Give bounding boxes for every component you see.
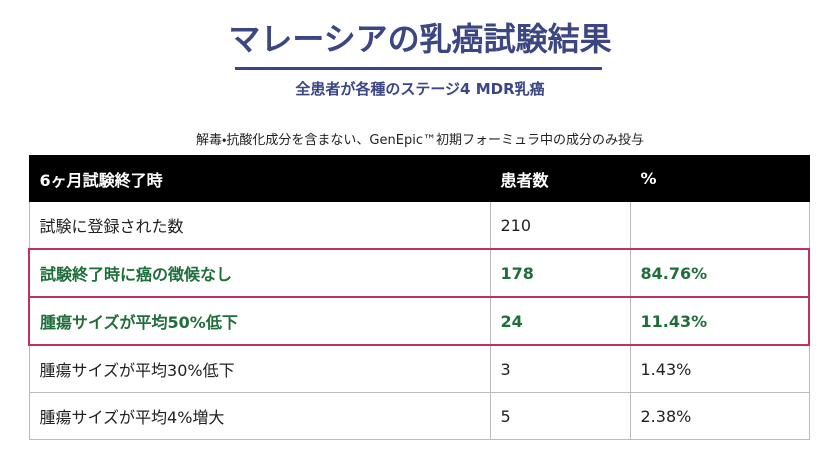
note: 解毒・抗酸化成分を含まない、GenEpic™初期フォーミュラ中の成分のみ投与 — [196, 133, 644, 148]
subtitle: 全患者が各種のステージ4 MDR乳癌 — [295, 80, 545, 98]
table-cell: 試験に登録された数 — [28, 201, 491, 250]
table-body: 試験に登録された数 210 試験終了時に癌の徴候なし 178 84.76% 腫瘍サイズが平… — [28, 201, 810, 440]
column-header: % — [629, 155, 810, 202]
table-row: 腫瘍サイズが平均50%低下 24 11.43% — [28, 296, 810, 346]
table-cell: 210 — [489, 201, 631, 250]
table-cell: 84.76% — [629, 248, 810, 298]
title-underline — [235, 67, 602, 70]
table-cell — [629, 201, 810, 250]
results-table: 6ヶ月試験終了時 患者数% 試験に登録された数 210 試験終了時に癌の徴候なし 178… — [28, 155, 810, 440]
table-cell: 試験終了時に癌の徴候なし — [28, 248, 491, 298]
table-row: 腫瘍サイズが平均4%増大 5 2.38% — [28, 392, 810, 440]
table-cell: 3 — [489, 344, 631, 393]
table-cell: 5 — [489, 392, 631, 440]
table-row: 試験に登録された数 210 — [28, 201, 810, 250]
column-header: 患者数 — [489, 155, 631, 202]
table-cell: 腫瘍サイズが平均4%増大 — [28, 392, 491, 440]
table-cell: 24 — [489, 296, 631, 346]
table-cell: 腫瘍サイズが平均30%低下 — [28, 344, 491, 393]
column-header: 6ヶ月試験終了時 — [28, 155, 491, 202]
header-row: 6ヶ月試験終了時 患者数% — [28, 155, 810, 202]
table-cell: 1.43% — [629, 344, 810, 393]
table-head: 6ヶ月試験終了時 患者数% — [28, 155, 810, 202]
title: マレーシアの乳癌試験結果 — [228, 20, 612, 58]
table-cell: 腫瘍サイズが平均50%低下 — [28, 296, 491, 346]
table-row: 試験終了時に癌の徴候なし 178 84.76% — [28, 248, 810, 298]
table-cell: 178 — [489, 248, 631, 298]
table-cell: 2.38% — [629, 392, 810, 440]
table-cell: 11.43% — [629, 296, 810, 346]
table-row: 腫瘍サイズが平均30%低下 3 1.43% — [28, 344, 810, 393]
